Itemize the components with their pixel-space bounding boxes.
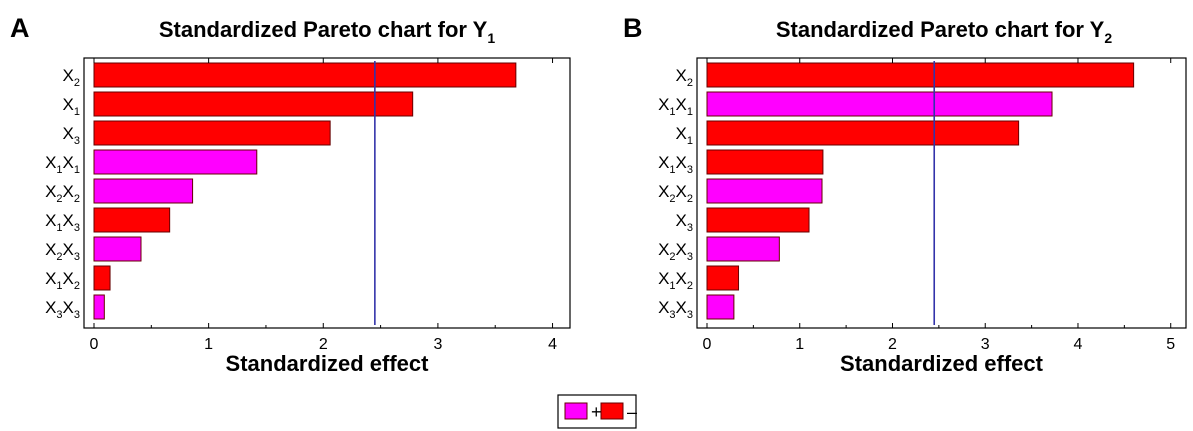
legend-swatch (564, 402, 588, 420)
x-axis-title: Standardized effect (840, 351, 1044, 376)
bar-x1 (93, 91, 414, 117)
bar-x2x3 (93, 236, 142, 262)
category-label: X3X3 (658, 298, 693, 321)
x-tick-label: 1 (204, 336, 213, 353)
bar-x1x3 (706, 149, 824, 175)
x-tick-label: 0 (90, 336, 99, 353)
bar-x1x3 (93, 207, 171, 233)
legend: + – (557, 394, 637, 429)
bar-x3x3 (706, 294, 735, 320)
bar-x3 (93, 120, 331, 146)
x-tick-label: 5 (1166, 336, 1175, 353)
legend-label: – (627, 402, 637, 422)
plot-frame (696, 57, 1187, 329)
category-label: X2X2 (45, 182, 80, 205)
legend-label: + (591, 402, 602, 422)
category-label: X1X2 (45, 269, 80, 292)
plot-frame (83, 57, 571, 329)
bar-x1x2 (93, 265, 111, 291)
panel-letter: A (10, 13, 30, 43)
category-label: X2X3 (45, 240, 80, 263)
bar-x2x2 (706, 178, 823, 204)
x-tick-label: 3 (981, 336, 990, 353)
category-label: X2 (63, 66, 80, 89)
category-label: X3 (676, 211, 693, 234)
category-label: X2X3 (658, 240, 693, 263)
chart-title: Standardized Pareto chart for Y1 (159, 17, 495, 46)
bar-x2 (93, 62, 517, 88)
bar-x3 (706, 207, 810, 233)
category-label: X3 (63, 124, 80, 147)
bar-x1x2 (706, 265, 740, 291)
legend-swatch (600, 402, 624, 420)
bar-x1x1 (93, 149, 258, 175)
x-tick-label: 0 (703, 336, 712, 353)
category-label: X1 (676, 124, 693, 147)
category-label: X1X3 (45, 211, 80, 234)
category-label: X1X3 (658, 153, 693, 176)
panel-letter: B (623, 13, 643, 43)
category-label: X1X1 (45, 153, 80, 176)
category-label: X1X1 (658, 95, 693, 118)
category-label: X2 (676, 66, 693, 89)
x-tick-label: 3 (433, 336, 442, 353)
category-label: X1X2 (658, 269, 693, 292)
bar-x2x2 (93, 178, 194, 204)
x-tick-label: 1 (795, 336, 804, 353)
bar-x2x3 (706, 236, 780, 262)
x-tick-label: 2 (319, 336, 328, 353)
x-tick-label: 2 (888, 336, 897, 353)
category-label: X2X2 (658, 182, 693, 205)
bar-x2 (706, 62, 1135, 88)
x-tick-label: 4 (1074, 336, 1083, 353)
category-label: X1 (63, 95, 80, 118)
category-label: X3X3 (45, 298, 80, 321)
bar-x1 (706, 120, 1020, 146)
bar-x1x1 (706, 91, 1053, 117)
x-tick-label: 4 (548, 336, 557, 353)
bar-x3x3 (93, 294, 105, 320)
pareto-chart-b: B Standardized Pareto chart for Y2X2X1X1X… (623, 13, 1187, 376)
pareto-chart-a: A Standardized Pareto chart for Y1X2X1X3X… (10, 13, 571, 376)
x-axis-title: Standardized effect (226, 351, 430, 376)
chart-title: Standardized Pareto chart for Y2 (776, 17, 1112, 46)
